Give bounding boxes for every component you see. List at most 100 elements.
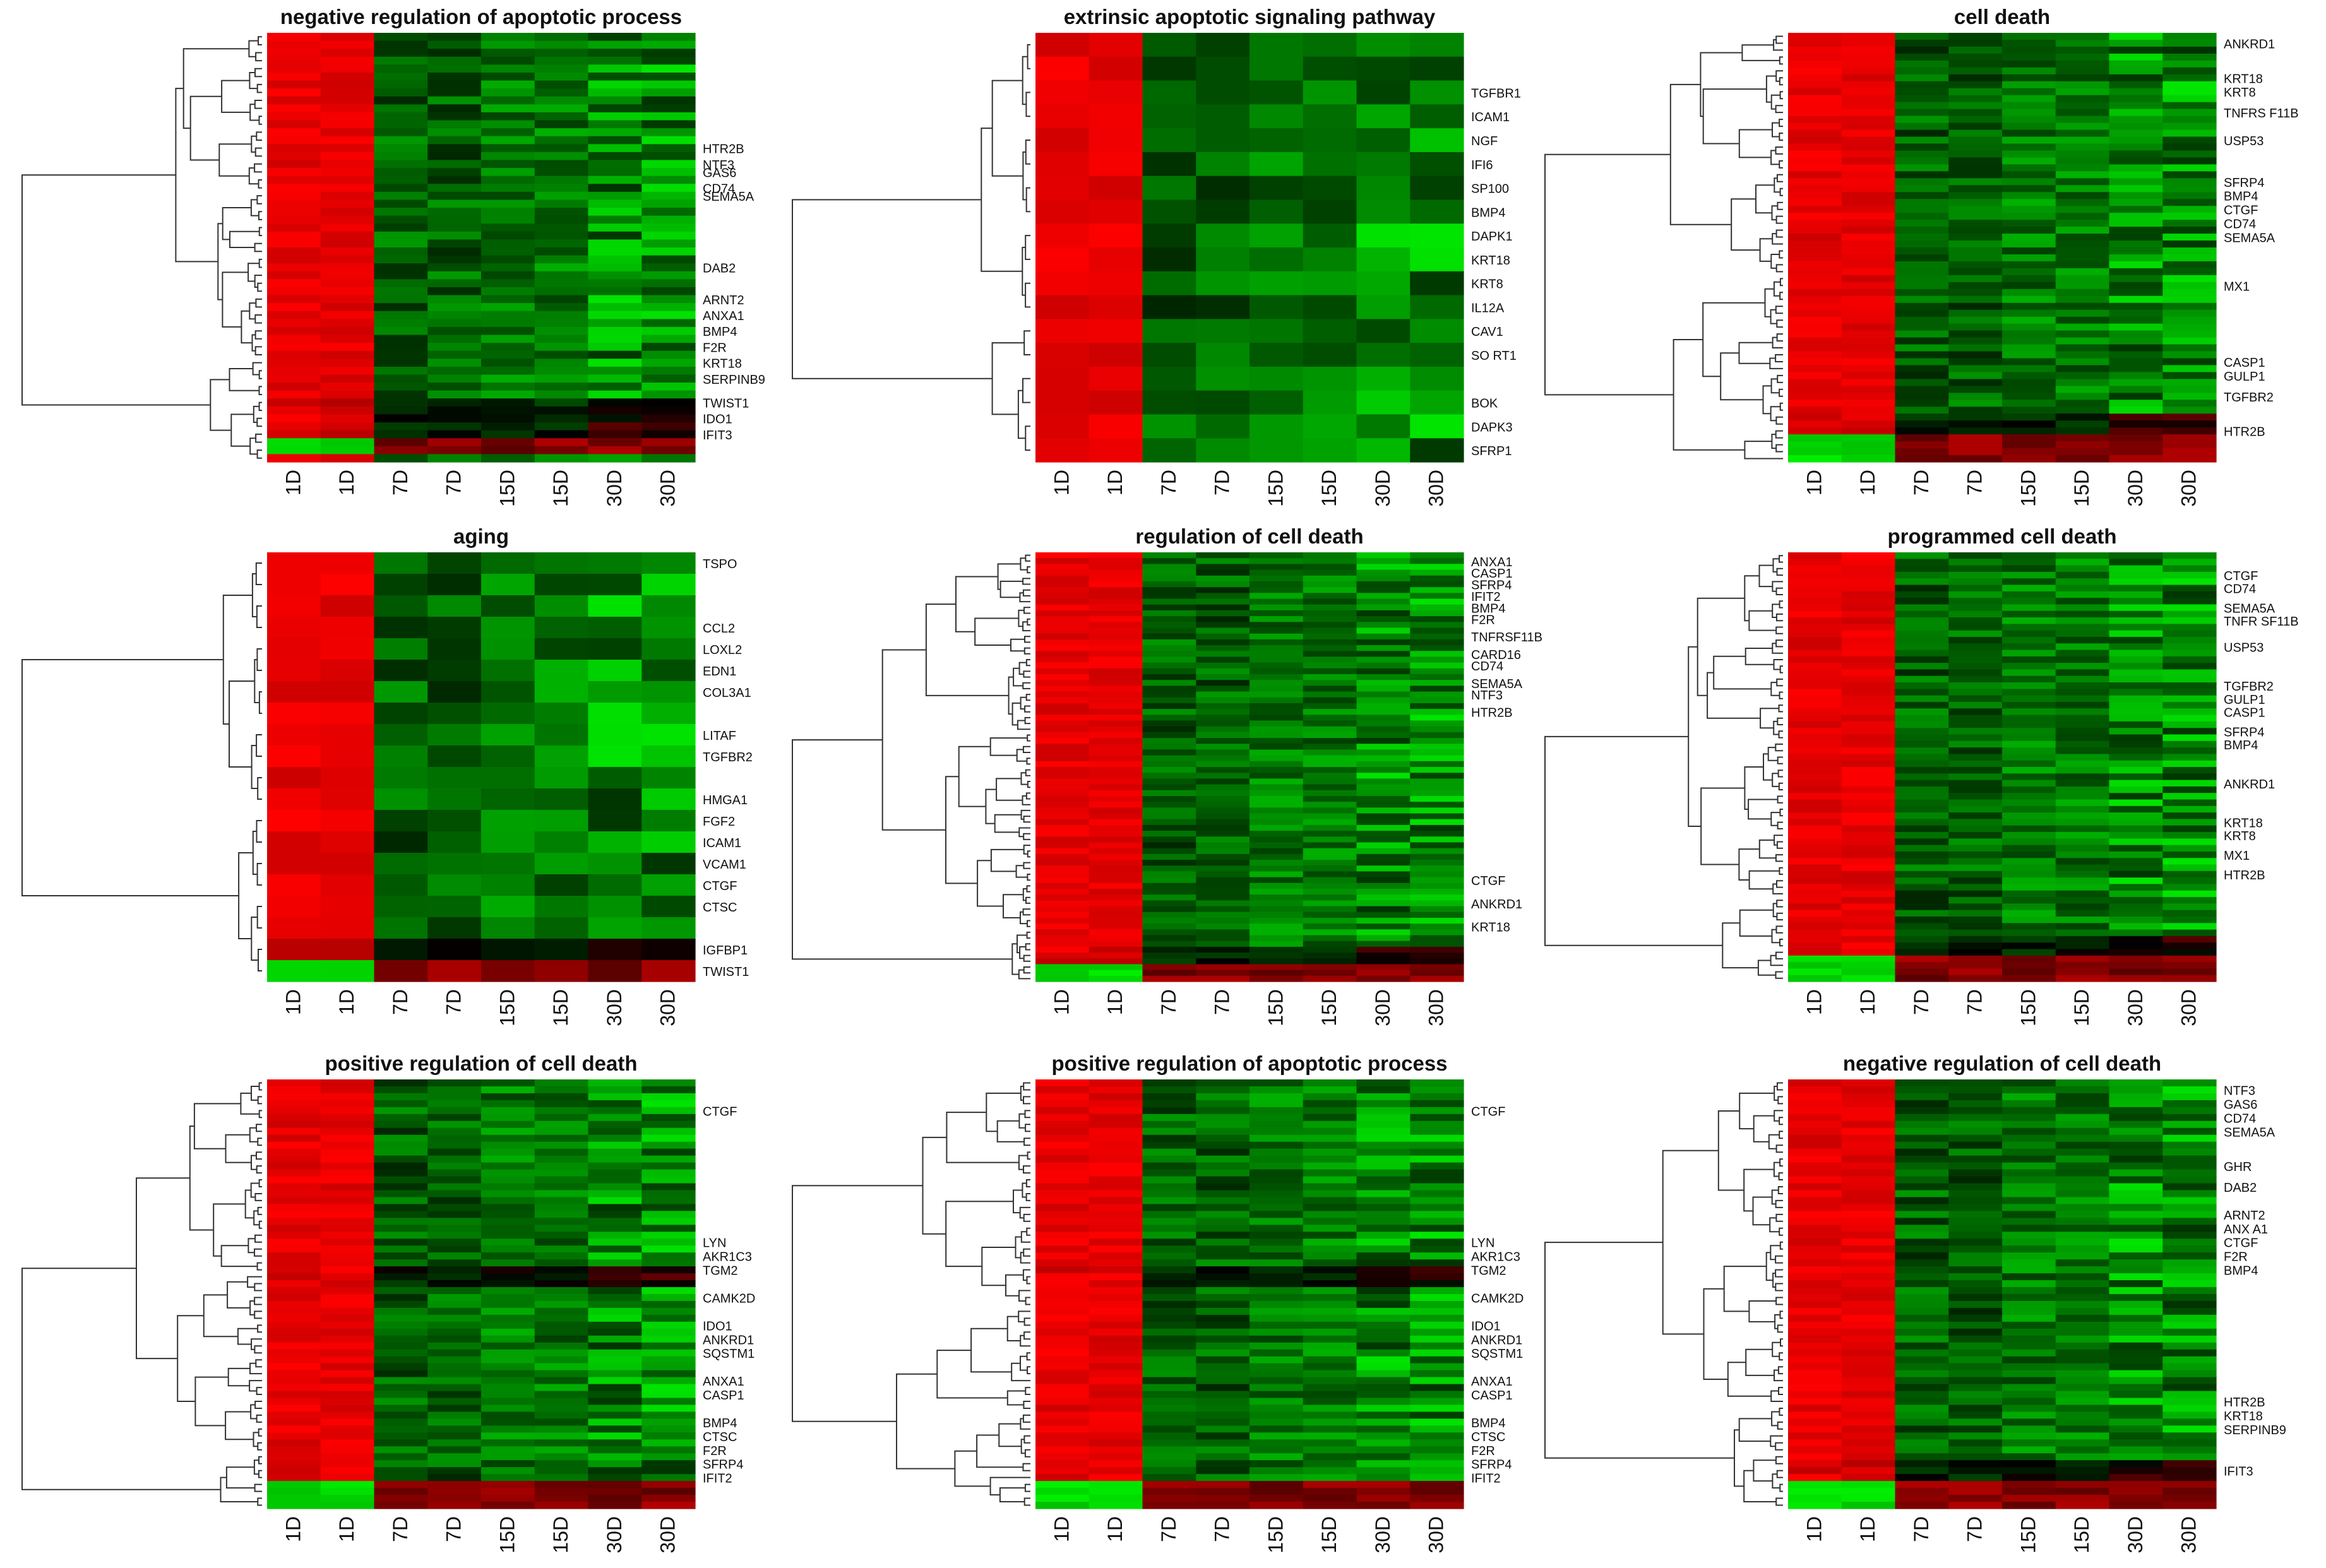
heatmap-cell	[1142, 1439, 1196, 1447]
heatmap-cell	[1356, 151, 1411, 177]
row-label: CTGF	[703, 1105, 737, 1119]
dendrogram-branch	[1024, 636, 1030, 643]
heatmap-cell	[267, 191, 321, 201]
heatmap-cell	[1088, 1398, 1143, 1406]
heatmap-cell	[641, 745, 696, 768]
heatmap-cell	[1035, 1425, 1090, 1433]
heatmap-cell	[1196, 1127, 1250, 1136]
heatmap-cell	[1196, 1391, 1250, 1399]
heatmap-cell	[1841, 1495, 1896, 1502]
heatmap-cell	[1841, 1287, 1896, 1295]
heatmap-cell	[1303, 645, 1357, 651]
heatmap-cell	[1088, 726, 1143, 733]
heatmap-cell	[427, 1502, 482, 1509]
heatmap-cell	[1142, 709, 1196, 715]
heatmap-cell	[1249, 104, 1304, 129]
heatmap-cell	[1249, 1314, 1304, 1322]
heatmap-cell	[534, 72, 589, 81]
dendrogram-branch	[258, 179, 262, 189]
row-label: MX1	[2224, 849, 2250, 863]
heatmap-cell	[267, 1287, 321, 1295]
heatmap-cell	[1948, 129, 2003, 138]
heatmap-cell	[1948, 379, 2003, 386]
heatmap-cell	[427, 366, 482, 376]
heatmap-cell	[374, 1439, 428, 1447]
heatmap-cell	[1249, 33, 1304, 57]
heatmap-cell	[1895, 323, 1949, 331]
heatmap-cell	[1841, 351, 1896, 359]
heatmap-cell	[427, 40, 482, 49]
heatmap-cell	[1249, 784, 1304, 791]
row-label: TGFBR2	[2224, 680, 2274, 694]
heatmap-cell	[641, 1134, 696, 1143]
heatmap-cell	[1356, 964, 1411, 971]
heatmap-cell	[2109, 1141, 2163, 1149]
heatmap-cell	[1196, 56, 1250, 81]
heatmap-cell	[1895, 192, 1949, 199]
heatmap-cell	[1142, 882, 1196, 889]
heatmap-cell	[1410, 627, 1464, 634]
heatmap-cell	[1356, 668, 1411, 675]
dendrogram-branch	[1020, 772, 1028, 785]
heatmap-cell	[2109, 740, 2163, 748]
heatmap-cell	[534, 1342, 589, 1350]
heatmap-cell	[2162, 309, 2217, 318]
heatmap-cell	[1035, 686, 1090, 692]
heatmap-cell	[481, 1328, 535, 1336]
dendrogram-branch	[1776, 880, 1783, 888]
dendrogram-branch	[1772, 603, 1780, 618]
dendrogram-branch	[1023, 1401, 1030, 1409]
heatmap-cell	[1196, 1418, 1250, 1426]
heatmap-cell	[534, 703, 589, 725]
heatmap-cell	[374, 191, 428, 201]
heatmap-cell	[1841, 955, 1896, 963]
heatmap-cell	[267, 1453, 321, 1461]
heatmap-cell	[320, 374, 375, 383]
heatmap-cell	[1303, 616, 1357, 622]
heatmap-cell	[1788, 261, 1842, 269]
heatmap-cell	[1895, 1245, 1949, 1253]
heatmap-cell	[2055, 1197, 2110, 1205]
heatmap-cell	[1196, 906, 1250, 913]
heatmap-cell	[2055, 552, 2110, 559]
dendrogram-branch	[256, 1262, 262, 1271]
heatmap-cell	[2002, 1425, 2056, 1433]
heatmap-cell	[1356, 680, 1411, 686]
heatmap-cell	[427, 335, 482, 343]
heatmap-cell	[481, 279, 535, 288]
heatmap-cell	[1088, 941, 1143, 947]
heatmap-cell	[1035, 975, 1090, 982]
heatmap-cell	[2162, 1342, 2217, 1350]
heatmap-cell	[427, 1495, 482, 1502]
heatmap-cell	[1841, 1377, 1896, 1385]
heatmap-cell	[2162, 288, 2217, 297]
heatmap-cell	[481, 239, 535, 248]
dendrogram-branch	[974, 617, 1019, 646]
dendrogram-branch	[958, 745, 991, 807]
heatmap-cell	[1410, 1218, 1464, 1225]
heatmap-cell	[1410, 1495, 1464, 1502]
heatmap-cell	[1035, 575, 1090, 582]
heatmap-cell	[1410, 842, 1464, 849]
heatmap-cell	[1142, 749, 1196, 756]
heatmap-cell	[588, 745, 642, 768]
heatmap-cell	[2055, 1162, 2110, 1170]
heatmap-cell	[2055, 929, 2110, 937]
heatmap-cell	[1410, 853, 1464, 860]
heatmap-cell	[1303, 807, 1357, 814]
heatmap-cell	[1895, 1204, 1949, 1211]
heatmap-cell	[1088, 1370, 1143, 1378]
heatmap-cell	[1788, 129, 1842, 138]
heatmap-cell	[1788, 650, 1842, 657]
heatmap-cell	[1142, 888, 1196, 895]
heatmap-cell	[2109, 923, 2163, 930]
heatmap-cell	[1410, 964, 1464, 971]
heatmap-cell	[427, 80, 482, 89]
heatmap-cell	[588, 853, 642, 875]
heatmap-cell	[1895, 1114, 1949, 1122]
heatmap-cell	[2002, 786, 2056, 793]
heatmap-cell	[1410, 917, 1464, 924]
heatmap-cell	[641, 422, 696, 431]
row-label: AKR1C3	[703, 1250, 752, 1264]
heatmap-cell	[1948, 358, 2003, 366]
